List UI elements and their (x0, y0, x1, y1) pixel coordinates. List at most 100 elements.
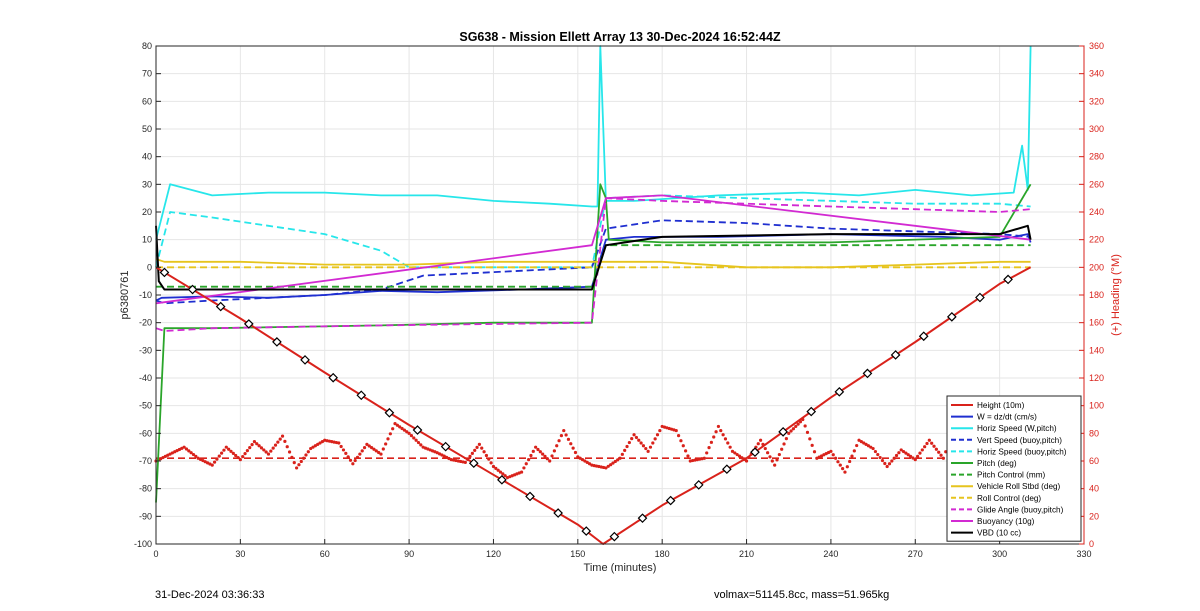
heading-point (527, 458, 531, 462)
heading-series (154, 417, 1031, 480)
y-tick-label: 10 (142, 235, 152, 245)
heading-point (709, 440, 713, 444)
heading-point (229, 449, 233, 453)
y2-tick-label: 260 (1089, 179, 1104, 189)
heading-point (187, 449, 191, 453)
height-marker (806, 406, 817, 417)
heading-point (780, 447, 784, 451)
heading-point (906, 453, 910, 457)
height-marker (243, 319, 254, 329)
heading-point (855, 443, 859, 448)
heading-point (880, 458, 885, 463)
heading-point (224, 445, 228, 449)
y-tick-label: -60 (139, 428, 152, 438)
heading-point (676, 434, 681, 438)
heading-point (784, 437, 788, 441)
heading-point (494, 466, 498, 470)
heading-point (248, 446, 252, 450)
heading-point (904, 451, 908, 455)
legend-entry: Vehicle Roll Stbd (deg) (977, 482, 1061, 491)
y2-tick-label: 180 (1089, 290, 1104, 300)
y-tick-label: -40 (139, 373, 152, 383)
heading-point (351, 462, 355, 466)
heading-point (655, 433, 660, 437)
height-marker (300, 355, 310, 365)
heading-point (637, 438, 641, 442)
heading-point (580, 458, 585, 462)
heading-point (257, 444, 261, 448)
heading-point (862, 441, 866, 445)
heading-point (386, 437, 390, 441)
heading-point (728, 445, 732, 449)
y2-axis-label: (+) Heading (°M) (1110, 254, 1122, 336)
heading-point (735, 452, 739, 457)
y-tick-label: -30 (139, 345, 152, 355)
heading-point (292, 461, 296, 465)
y2-tick-label: 200 (1089, 262, 1104, 272)
y-tick-label: -90 (139, 511, 152, 521)
y2-tick-label: 20 (1089, 511, 1099, 521)
heading-point (887, 462, 892, 466)
heading-point (712, 435, 716, 439)
heading-point (184, 447, 189, 451)
heading-point (571, 446, 575, 450)
y2-tick-label: 160 (1089, 318, 1104, 328)
heading-point (932, 444, 936, 448)
legend-entry: Pitch (deg) (977, 459, 1017, 468)
heading-point (901, 449, 906, 454)
height-marker (581, 526, 592, 536)
heading-point (227, 447, 231, 451)
height-marker (722, 464, 732, 475)
heading-point (552, 449, 556, 453)
heading-point (360, 449, 364, 453)
x-tick-label: 0 (153, 549, 158, 559)
x-tick-label: 30 (235, 549, 245, 559)
heading-point (477, 442, 481, 446)
heading-point (302, 456, 306, 460)
heading-point (838, 463, 842, 467)
heading-point (555, 444, 559, 448)
heading-point (611, 461, 615, 465)
heading-point (782, 442, 786, 446)
heading-point (756, 442, 760, 446)
heading-point (220, 451, 224, 455)
height-marker (215, 301, 226, 312)
heading-point (416, 440, 421, 445)
height-marker (778, 427, 788, 437)
heading-point (857, 438, 861, 442)
heading-point (529, 453, 533, 458)
heading-point (890, 459, 894, 463)
heading-point (576, 455, 580, 459)
footer-timestamp: 31-Dec-2024 03:36:33 (155, 589, 264, 601)
heading-point (287, 450, 292, 454)
heading-point (866, 444, 871, 448)
heading-point (630, 437, 634, 441)
legend-entry: Horiz Speed (W,pitch) (977, 424, 1057, 433)
x-tick-label: 330 (1076, 549, 1091, 559)
y-tick-label: 60 (142, 96, 152, 106)
heading-point (920, 448, 924, 452)
y2-tick-label: 120 (1089, 373, 1104, 383)
heading-point (845, 465, 849, 469)
height-marker (750, 447, 760, 457)
heading-point (538, 450, 542, 454)
heading-point (829, 449, 833, 453)
heading-point (353, 458, 357, 463)
heading-point (913, 458, 917, 462)
heading-point (231, 451, 235, 455)
y-tick-label: -100 (134, 539, 152, 549)
heading-point (222, 448, 226, 452)
heading-point (897, 451, 901, 455)
heading-point (212, 460, 217, 464)
heading-point (587, 462, 592, 466)
y2-tick-label: 220 (1089, 235, 1104, 245)
series-line (155, 194, 1031, 305)
heading-point (409, 434, 414, 438)
heading-point (243, 452, 247, 456)
y2-tick-label: 320 (1089, 96, 1104, 106)
heading-point (290, 455, 294, 459)
heading-point (543, 454, 547, 458)
height-marker (468, 458, 479, 469)
heading-point (620, 452, 624, 456)
heading-point (876, 452, 880, 457)
